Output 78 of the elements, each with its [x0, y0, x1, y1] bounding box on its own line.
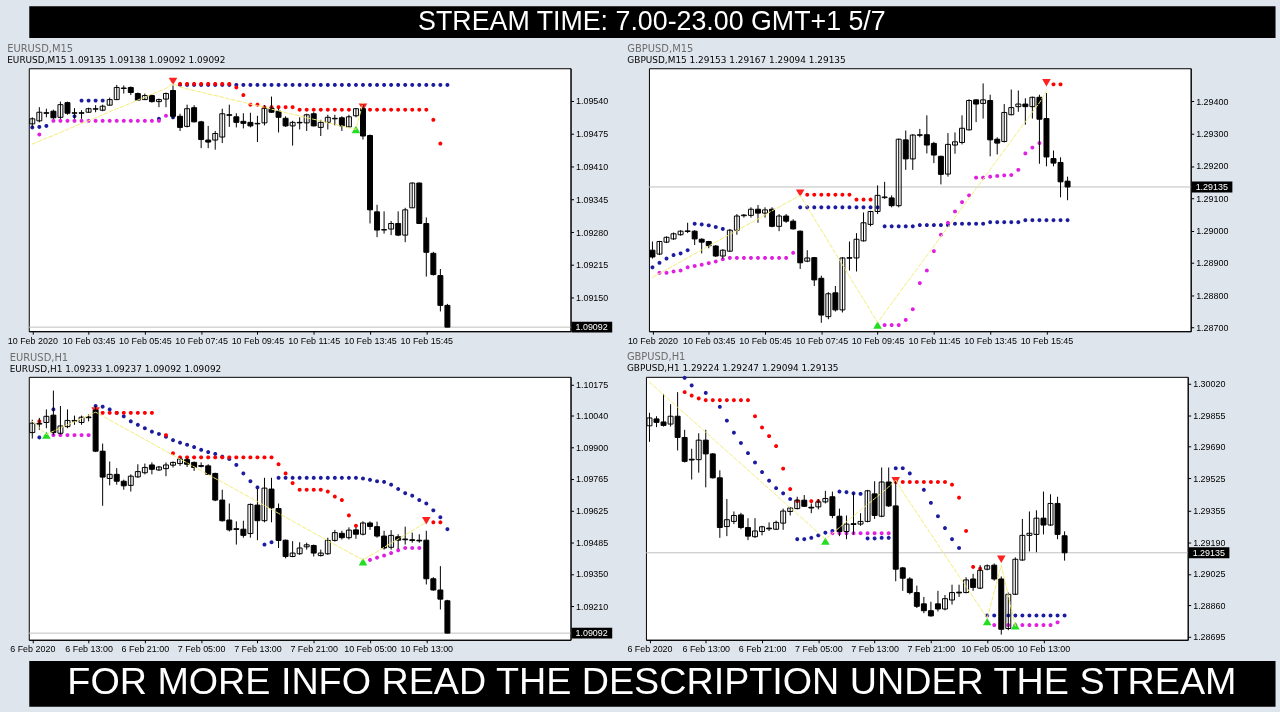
- x-tick-label: 10 Feb 07:45: [175, 335, 228, 346]
- y-tick-label: 1.28695: [1193, 632, 1226, 643]
- y-tick-label: 1.09280: [576, 227, 609, 238]
- x-tick-label: 10 Feb 09:45: [851, 335, 905, 346]
- y-tick-label: 1.09475: [576, 128, 609, 139]
- chart-title: EURUSD,H1: [9, 351, 69, 363]
- y-tick-label: 1.29355: [1193, 506, 1226, 517]
- chart-title: EURUSD,M15: [7, 43, 74, 55]
- x-tick-label: 10 Feb 15:45: [400, 335, 454, 346]
- x-tick-label: 6 Feb 21:00: [738, 644, 787, 655]
- x-tick-label: 7 Feb 13:00: [234, 644, 282, 655]
- y-tick-label: 1.29100: [1196, 193, 1229, 204]
- y-tick-label: 1.29855: [1193, 410, 1226, 421]
- chart-subtitle: EURUSD,M15 1.09135 1.09138 1.09092 1.09092: [7, 55, 226, 66]
- x-tick-label: 10 Feb 2020: [7, 335, 58, 346]
- ref-line-label: 1.29135: [1192, 547, 1225, 558]
- y-tick-label: 1.29200: [1196, 161, 1229, 172]
- x-tick-label: 10 Feb 15:45: [1020, 335, 1074, 346]
- x-tick-label: 6 Feb 13:00: [65, 644, 113, 655]
- x-tick-label: 7 Feb 21:00: [290, 644, 339, 655]
- x-tick-label: 6 Feb 13:00: [682, 644, 731, 655]
- chart-title: GBPUSD,H1: [626, 350, 686, 362]
- chart-subtitle: GBPUSD,H1 1.29224 1.29247 1.29094 1.29135: [626, 362, 839, 373]
- x-tick-label: 10 Feb 11:45: [908, 335, 961, 346]
- y-tick-label: 1.29525: [1193, 473, 1226, 484]
- y-tick-label: 1.29400: [1196, 96, 1229, 107]
- x-tick-label: 10 Feb 13:00: [1017, 644, 1071, 655]
- text: STREAM TIME: 7.00-23.00 GMT+1 5/7: [418, 5, 886, 36]
- x-tick-label: 10 Feb 05:00: [961, 644, 1015, 655]
- y-tick-label: 1.09625: [576, 506, 609, 517]
- x-tick-label: 6 Feb 2020: [10, 644, 56, 655]
- x-tick-label: 10 Feb 03:45: [62, 335, 116, 346]
- y-tick-label: 1.29190: [1193, 537, 1226, 548]
- y-tick-label: 1.09410: [576, 161, 609, 172]
- x-tick-label: 7 Feb 13:00: [851, 644, 899, 655]
- chart-subtitle: EURUSD,H1 1.09233 1.09237 1.09092 1.09092: [9, 363, 222, 374]
- y-tick-label: 1.29025: [1193, 569, 1226, 580]
- y-tick-label: 1.28800: [1196, 290, 1229, 301]
- x-tick-label: 10 Feb 09:45: [231, 335, 285, 346]
- x-tick-label: 10 Feb 13:00: [400, 644, 454, 655]
- y-tick-label: 1.09215: [576, 260, 609, 271]
- text: FOR MORE INFO READ THE DESCRIPTION UNDER THE STREAM: [67, 660, 1237, 703]
- y-tick-label: 1.09150: [576, 293, 609, 304]
- x-tick-label: 7 Feb 05:00: [177, 644, 226, 655]
- y-tick-label: 1.09350: [576, 569, 609, 580]
- y-tick-label: 1.28700: [1196, 322, 1229, 333]
- y-tick-label: 1.10040: [576, 411, 609, 422]
- ref-line-label: 1.09092: [575, 628, 608, 639]
- chart-title: GBPUSD,M15: [627, 43, 694, 55]
- x-tick-label: 10 Feb 05:45: [739, 335, 792, 346]
- y-tick-label: 1.09485: [576, 538, 609, 549]
- x-tick-label: 10 Feb 13:45: [344, 335, 397, 346]
- ref-line-label: 1.29135: [1195, 181, 1228, 192]
- x-tick-label: 6 Feb 2020: [627, 644, 673, 655]
- y-tick-label: 1.10175: [576, 380, 609, 391]
- x-tick-label: 10 Feb 05:45: [119, 335, 172, 346]
- y-tick-label: 1.09210: [576, 601, 609, 612]
- x-tick-label: 10 Feb 2020: [627, 335, 679, 346]
- y-tick-label: 1.09765: [576, 474, 609, 485]
- y-tick-label: 1.30020: [1193, 379, 1226, 389]
- y-tick-label: 1.28900: [1196, 258, 1229, 269]
- y-tick-label: 1.29300: [1196, 129, 1229, 140]
- x-tick-label: 10 Feb 13:45: [964, 335, 1017, 346]
- y-tick-label: 1.09540: [576, 96, 609, 107]
- chart-subtitle: GBPUSD,M15 1.29153 1.29167 1.29094 1.29135: [627, 55, 846, 66]
- y-tick-label: 1.28860: [1193, 600, 1226, 611]
- x-tick-label: 7 Feb 05:00: [795, 644, 843, 655]
- x-tick-label: 10 Feb 11:45: [288, 335, 341, 346]
- y-tick-label: 1.29690: [1193, 442, 1226, 453]
- ref-line-label: 1.09092: [575, 322, 608, 333]
- x-tick-label: 10 Feb 03:45: [682, 335, 736, 346]
- y-tick-label: 1.09345: [576, 194, 609, 205]
- x-tick-label: 6 Feb 21:00: [121, 644, 170, 655]
- y-tick-label: 1.09900: [576, 443, 609, 454]
- y-tick-label: 1.29000: [1196, 226, 1229, 237]
- x-tick-label: 10 Feb 05:00: [344, 644, 397, 655]
- x-tick-label: 10 Feb 07:45: [795, 335, 849, 346]
- x-tick-label: 7 Feb 21:00: [907, 644, 956, 655]
